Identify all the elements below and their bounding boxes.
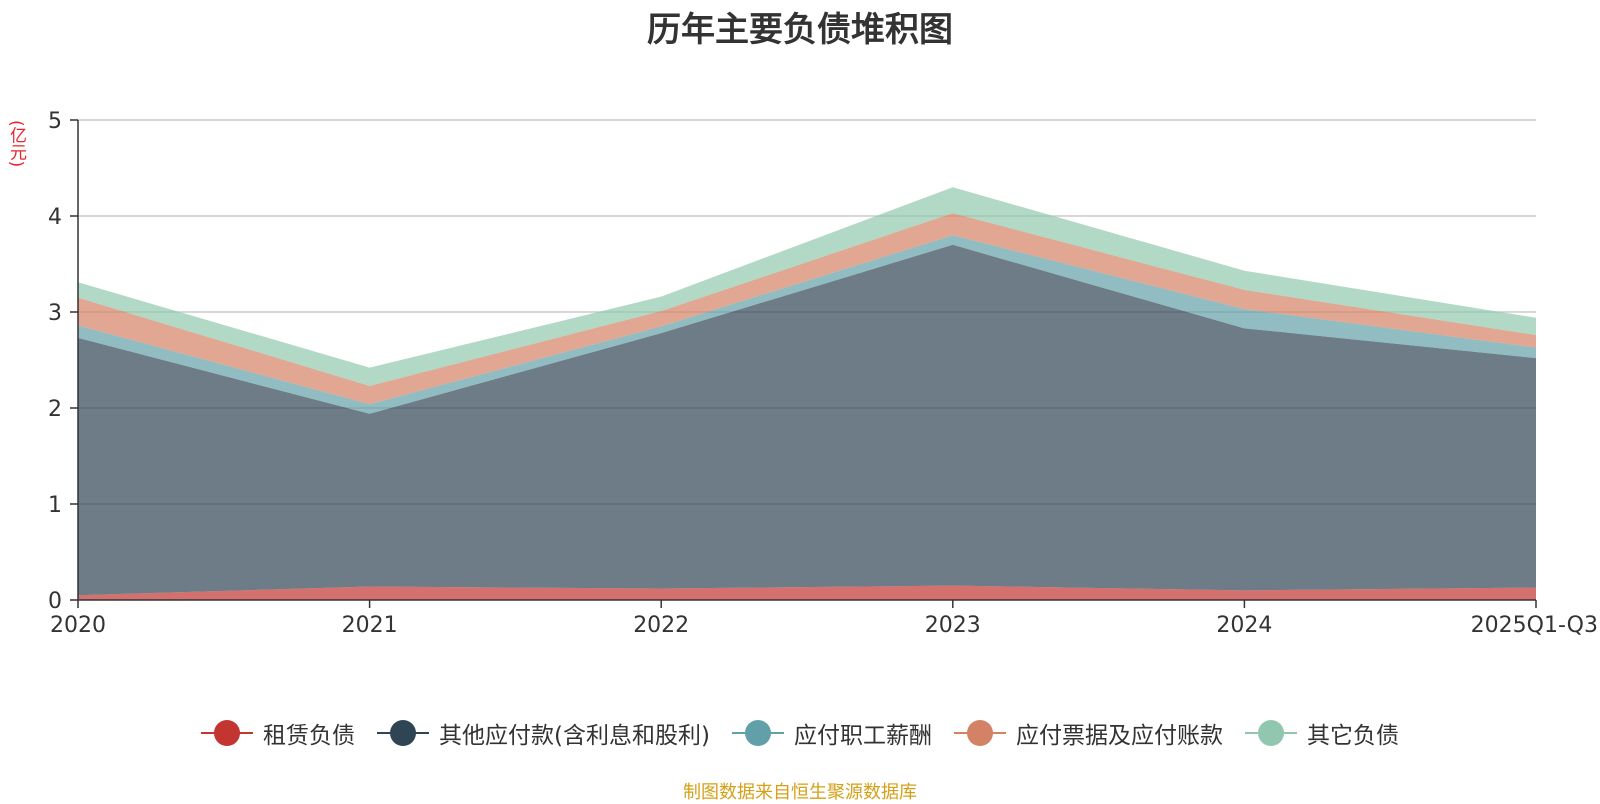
x-tick-label: 2022 [633, 613, 689, 638]
legend-marker-icon [731, 720, 784, 746]
x-tick-label: 2020 [50, 613, 106, 638]
legend-item-lease-liabilities[interactable]: 租赁负债 [201, 716, 355, 750]
y-tick-label: 4 [48, 205, 62, 230]
y-tick-label: 0 [48, 589, 62, 614]
legend-label: 其他应付款(含利息和股利) [439, 723, 710, 749]
chart-plot: 0 1 2 3 4 5 2020 2021 2022 2023 2024 2025Q1-Q3 [48, 109, 1598, 638]
legend-item-other-payables[interactable]: 其他应付款(含利息和股利) [377, 716, 710, 750]
legend-label: 应付职工薪酬 [793, 723, 932, 749]
legend-label: 其它负债 [1306, 723, 1399, 749]
legend-label: 应付票据及应付账款 [1015, 723, 1223, 749]
legend-marker-icon [377, 720, 430, 746]
area-series-4[interactable] [78, 187, 1536, 386]
legend-item-employee-payables[interactable]: 应付职工薪酬 [731, 716, 932, 750]
y-axis-unit-label: (亿元) [6, 120, 26, 168]
area-series-2[interactable] [78, 235, 1536, 414]
legend-item-other-liabilities[interactable]: 其它负债 [1244, 716, 1399, 750]
x-tick-label: 2024 [1216, 613, 1272, 638]
legend-marker-icon [953, 720, 1006, 746]
data-source-note: 制图数据来自恒生聚源数据库 [683, 782, 917, 803]
legend-marker-icon [201, 720, 254, 746]
x-tick-label: 2023 [925, 613, 981, 638]
area-series-3[interactable] [78, 213, 1536, 405]
y-tick-label: 1 [48, 493, 62, 518]
legend: 租赁负债 其他应付款(含利息和股利) 应付职工薪酬 应付票据及应付账款 其它负债 [0, 716, 1600, 750]
area-series-1[interactable] [78, 244, 1536, 596]
x-tick-label: 2021 [342, 613, 398, 638]
legend-marker-icon [1244, 720, 1297, 746]
legend-item-notes-accounts-payable[interactable]: 应付票据及应付账款 [953, 716, 1223, 750]
legend-label: 租赁负债 [263, 723, 356, 749]
y-tick-label: 5 [48, 109, 62, 134]
x-tick-label: 2025Q1-Q3 [1471, 613, 1598, 638]
y-tick-label: 3 [48, 301, 62, 326]
area-series-0[interactable] [78, 585, 1536, 600]
chart-title: 历年主要负债堆积图 [647, 10, 953, 50]
y-tick-label: 2 [48, 397, 62, 422]
